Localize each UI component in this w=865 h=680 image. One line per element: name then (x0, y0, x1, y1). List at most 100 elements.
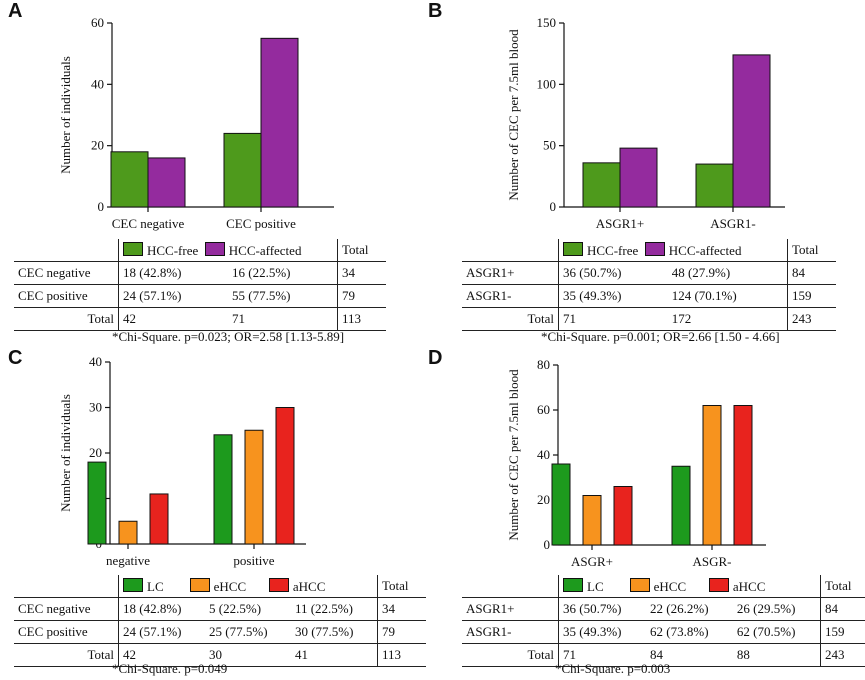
y-axis-label: Number of individuals (58, 394, 73, 512)
cell: 36 (50.7%) (558, 597, 647, 621)
table-row: CEC positive 24 (57.1%) 25 (77.5%) 30 (7… (14, 620, 426, 644)
row-label: CEC negative (14, 261, 119, 285)
cell: 18 (42.8%) (118, 261, 228, 285)
row-label: Total (462, 307, 559, 331)
y-tick-label: 150 (537, 15, 557, 30)
table-total-row: Total 42 71 113 (14, 307, 386, 331)
table-row: CEC negative 18 (42.8%) 16 (22.5%) 34 (14, 261, 386, 285)
table-a: HCC-free HCC-affected Total CEC negative… (14, 239, 386, 331)
y-tick-label: 30 (89, 400, 102, 415)
y-tick-label: 0 (550, 199, 557, 214)
y-tick-label: 60 (537, 402, 550, 417)
bar-ehcc (582, 495, 602, 546)
stat-note-a: *Chi-Square. p=0.023; OR=2.58 [1.13-5.89… (112, 329, 345, 344)
y-tick-label: 80 (537, 357, 550, 372)
cell: 84 (820, 597, 865, 621)
row-label: Total (14, 307, 119, 331)
cell: 48 (27.9%) (667, 261, 788, 285)
y-tick-label: 20 (91, 138, 104, 153)
hcc-affected-swatch (204, 241, 225, 256)
cell: 24 (57.1%) (118, 620, 206, 644)
cell: 16 (22.5%) (228, 261, 338, 285)
cell: 18 (42.8%) (118, 597, 206, 621)
table-header: LC eHCC aHCC Total (462, 575, 865, 598)
cell: 55 (77.5%) (228, 284, 338, 308)
cell: 34 (337, 261, 386, 285)
bar-ahcc (733, 405, 753, 546)
cell: 41 (290, 643, 378, 667)
lc-swatch (123, 577, 143, 592)
bar-ahcc (613, 486, 633, 546)
cell: 124 (70.1%) (667, 284, 788, 308)
bar-hcc-affected (619, 147, 658, 208)
panel-letter-b: B (428, 0, 443, 22)
bar-hcc-free (110, 151, 149, 208)
panel-letter-d: D (428, 347, 443, 369)
ahcc-swatch (708, 577, 729, 592)
row-label: ASGR1- (462, 620, 559, 644)
cell: 42 (118, 307, 228, 331)
y-tick-label: 0 (544, 537, 551, 552)
row-label: CEC negative (14, 597, 119, 621)
bar-lc (551, 463, 571, 546)
cell: 62 (70.5%) (732, 620, 821, 644)
legend-hcc-affected: HCC-affected (228, 242, 302, 258)
chart-a: 0 20 40 60 Number of individuals CEC negative… (58, 15, 334, 231)
ahcc-swatch (268, 577, 289, 592)
y-axis-label: Number of individuals (58, 56, 73, 174)
cell: 30 (205, 643, 291, 667)
y-tick-label: 100 (537, 76, 557, 91)
table-b: HCC-free HCC-affected Total ASGR1+ 36 (5… (462, 239, 836, 331)
x-tick-label: negative (106, 553, 150, 568)
row-label: ASGR1- (462, 284, 559, 308)
cell: 42 (118, 643, 206, 667)
table-header: LC eHCC aHCC Total (14, 575, 426, 598)
chart-d: 0 20 40 60 80 Number of CEC per 7.5ml blood AS… (506, 357, 766, 569)
cell: 159 (820, 620, 865, 644)
y-tick-label: 40 (91, 76, 104, 91)
total-header: Total (337, 239, 386, 262)
x-tick-label: ASGR1- (710, 216, 756, 231)
y-tick-label: 0 (98, 199, 105, 214)
legend-ahcc: aHCC (732, 578, 766, 594)
bar-lc (87, 461, 107, 545)
bar-hcc-free (695, 163, 734, 208)
legend-ehcc: eHCC (653, 578, 687, 594)
chart-b: 0 50 100 150 Number of CEC per 7.5ml blood AS… (506, 15, 785, 231)
table-c: LC eHCC aHCC Total CEC negative 18 (42.8… (14, 575, 426, 667)
cell: 84 (646, 643, 733, 667)
y-tick-label: 20 (89, 445, 102, 460)
bar-hcc-affected (260, 37, 299, 208)
cell: 62 (73.8%) (646, 620, 733, 644)
cell: 35 (49.3%) (557, 284, 668, 308)
cell: 71 (558, 643, 647, 667)
table-total-row: Total 42 30 41 113 (14, 643, 426, 667)
hcc-affected-swatch (644, 241, 665, 256)
x-tick-label: CEC negative (112, 216, 185, 231)
cell: 5 (22.5%) (205, 597, 291, 621)
legend-hcc-free: HCC-free (587, 242, 639, 258)
ehcc-swatch (629, 577, 650, 592)
row-label: Total (14, 643, 119, 667)
cell: 113 (377, 643, 426, 667)
bar-ahcc (275, 407, 295, 545)
hcc-free-swatch (563, 241, 583, 256)
y-tick-label: 40 (537, 447, 550, 462)
bar-hcc-free (223, 132, 262, 208)
cell: 24 (57.1%) (118, 284, 228, 308)
cell: 84 (787, 261, 836, 285)
bar-ehcc (702, 405, 722, 546)
row-label: Total (462, 643, 559, 667)
cell: 79 (377, 620, 426, 644)
hcc-free-swatch (123, 241, 143, 256)
panel-letter-a: A (8, 0, 23, 22)
row-label: ASGR1+ (462, 597, 559, 621)
cell: 159 (787, 284, 836, 308)
table-row: ASGR1- 35 (49.3%) 124 (70.1%) 159 (462, 284, 836, 308)
cell: 22 (26.2%) (646, 597, 733, 621)
x-tick-label: CEC positive (226, 216, 296, 231)
y-tick-label: 50 (543, 138, 556, 153)
cell: 71 (228, 307, 338, 331)
y-axis-label: Number of CEC per 7.5ml blood (506, 369, 521, 541)
y-tick-label: 20 (537, 492, 550, 507)
